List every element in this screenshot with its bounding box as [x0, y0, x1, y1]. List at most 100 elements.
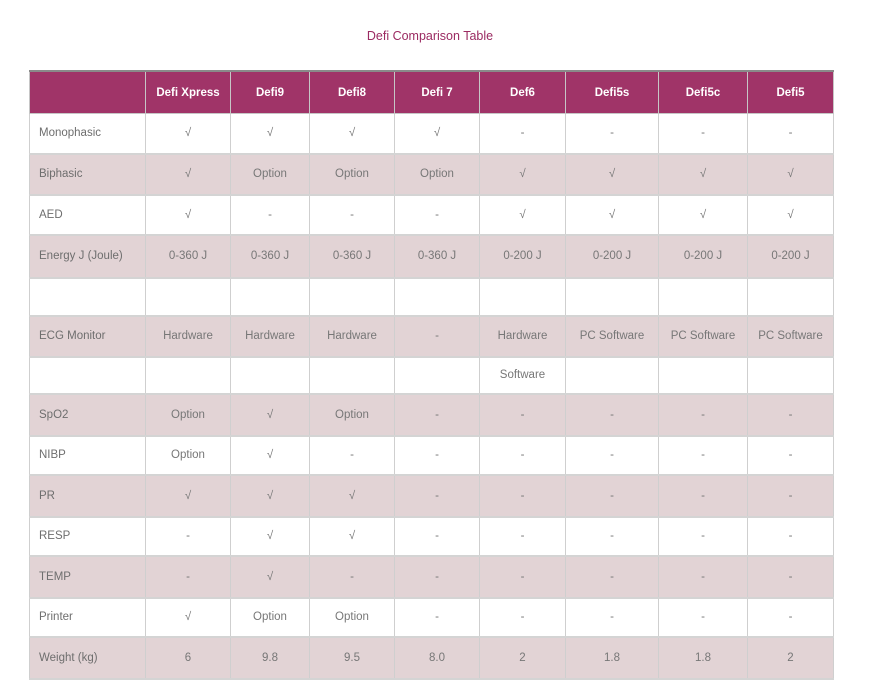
table-cell	[658, 356, 748, 395]
table-cell: Hardware	[230, 315, 310, 358]
table-cell: √	[230, 516, 310, 557]
table-row: PR √ √ √ - - - - -	[29, 474, 834, 518]
table-cell: -	[565, 555, 659, 599]
table-cell: Option	[309, 153, 395, 196]
table-cell: 0-200 J	[747, 234, 834, 279]
table-cell	[230, 356, 310, 395]
table-row: SpO2 Option √ Option - - - - -	[29, 393, 834, 437]
table-cell: √	[309, 474, 395, 518]
row-label: SpO2	[29, 393, 146, 437]
table-cell: -	[394, 597, 480, 638]
table-cell: √	[145, 474, 231, 518]
table-cell	[394, 356, 480, 395]
table-cell: √	[145, 153, 231, 196]
table-row: NIBP Option √ - - - - - -	[29, 435, 834, 476]
table-cell: -	[747, 474, 834, 518]
table-cell: -	[658, 474, 748, 518]
row-label: Biphasic	[29, 153, 146, 196]
table-cell: -	[747, 435, 834, 476]
column-header: Defi8	[309, 70, 395, 114]
table-cell: √	[309, 516, 395, 557]
header-row: Defi Xpress Defi9 Defi8 Defi 7 Def6 Defi5s Def…	[29, 70, 834, 114]
table-cell: 0-360 J	[309, 234, 395, 279]
table-cell: -	[565, 393, 659, 437]
table-cell: -	[479, 555, 566, 599]
table-row: ECG Monitor Hardware Hardware Hardware - Hard…	[29, 315, 834, 358]
column-header: Defi5s	[565, 70, 659, 114]
table-cell: -	[145, 555, 231, 599]
table-cell: Option	[394, 153, 480, 196]
table-cell: -	[479, 393, 566, 437]
table-row: RESP - √ √ - - - - -	[29, 516, 834, 557]
table-cell: -	[747, 555, 834, 599]
table-cell: 0-200 J	[565, 234, 659, 279]
table-cell: 0-360 J	[230, 234, 310, 279]
table-cell: 1.8	[658, 636, 748, 680]
table-cell: -	[658, 555, 748, 599]
table-row: Energy J (Joule) 0-360 J 0-360 J 0-360 J 0-3…	[29, 234, 834, 279]
table-cell: 2	[747, 636, 834, 680]
table-cell: √	[479, 194, 566, 236]
table-cell: √	[230, 435, 310, 476]
table-cell: √	[747, 153, 834, 196]
table-cell: Option	[145, 393, 231, 437]
row-label: Printer	[29, 597, 146, 638]
table-cell	[145, 277, 231, 317]
table-cell: PC Software	[747, 315, 834, 358]
row-label: Weight (kg)	[29, 636, 146, 680]
table-cell: √	[565, 194, 659, 236]
table-cell: -	[394, 474, 480, 518]
table-cell: √	[145, 113, 231, 155]
table-cell: -	[747, 113, 834, 155]
table-cell: -	[479, 516, 566, 557]
table-cell: Software	[479, 356, 566, 395]
table-cell: -	[658, 393, 748, 437]
row-label	[29, 277, 146, 317]
table-cell: -	[747, 597, 834, 638]
row-label: Energy J (Joule)	[29, 234, 146, 279]
table-cell: √	[145, 597, 231, 638]
table-cell	[145, 356, 231, 395]
table-cell: -	[479, 597, 566, 638]
row-label: PR	[29, 474, 146, 518]
table-cell: √	[565, 153, 659, 196]
column-header: Defi 7	[394, 70, 480, 114]
table-cell	[309, 277, 395, 317]
column-header: Defi5	[747, 70, 834, 114]
table-cell: -	[309, 435, 395, 476]
table-cell: -	[565, 597, 659, 638]
table-row	[29, 277, 834, 317]
table-cell: -	[394, 315, 480, 358]
table-cell: -	[230, 194, 310, 236]
column-header: Def6	[479, 70, 566, 114]
table-cell: 0-360 J	[145, 234, 231, 279]
table-cell: -	[658, 435, 748, 476]
table-cell: 9.8	[230, 636, 310, 680]
column-header: Defi9	[230, 70, 310, 114]
table-cell: √	[747, 194, 834, 236]
table-cell: -	[565, 435, 659, 476]
table-cell	[309, 356, 395, 395]
row-label: RESP	[29, 516, 146, 557]
table-cell	[565, 277, 659, 317]
table-cell: √	[394, 113, 480, 155]
table-cell: Hardware	[145, 315, 231, 358]
table-row: Software	[29, 356, 834, 395]
table-cell: -	[565, 474, 659, 518]
row-label: AED	[29, 194, 146, 236]
table-cell: Option	[230, 153, 310, 196]
comparison-table: Defi Xpress Defi9 Defi8 Defi 7 Def6 Defi5s Def…	[29, 70, 834, 680]
row-label: Monophasic	[29, 113, 146, 155]
table-cell: Hardware	[309, 315, 395, 358]
table-cell: -	[309, 194, 395, 236]
table-cell: -	[747, 516, 834, 557]
table-row: AED √ - - - √ √ √ √	[29, 194, 834, 236]
table-cell: -	[658, 597, 748, 638]
column-header: Defi5c	[658, 70, 748, 114]
table-cell: -	[394, 435, 480, 476]
table-cell: √	[230, 474, 310, 518]
table-cell: 1.8	[565, 636, 659, 680]
table-cell	[394, 277, 480, 317]
table-cell	[747, 277, 834, 317]
table-cell: -	[479, 113, 566, 155]
